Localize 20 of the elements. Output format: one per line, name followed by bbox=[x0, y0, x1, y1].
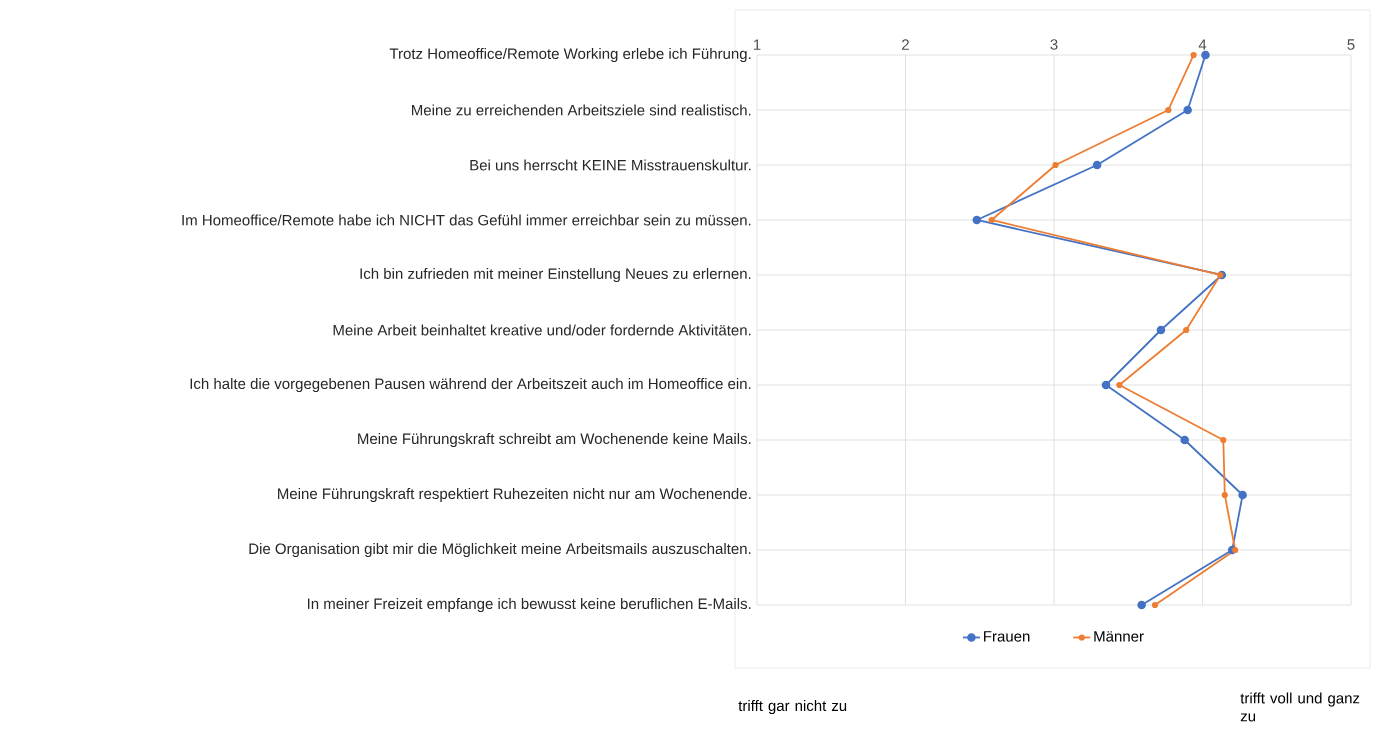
text: trifft gar nicht zu bbox=[738, 700, 847, 714]
x-tick-label: 5 bbox=[1347, 39, 1355, 50]
x-tick-label: 1 bbox=[753, 39, 761, 50]
legend-label: Männer bbox=[1094, 631, 1144, 642]
y-tick-label: Meine Führungskraft respektiert Ruhezeiten nicht nur am Wochenende. bbox=[278, 488, 751, 502]
y-tick-label: Meine Führungskraft schreibt am Wochenende keine Mails. bbox=[358, 433, 751, 447]
x-tick-label: 3 bbox=[1050, 39, 1058, 50]
legend-label: Frauen bbox=[984, 631, 1030, 642]
y-tick-label: Ich halte die vorgegebenen Pausen während der Arbeitszeit auch im Homeoffice ein. bbox=[190, 378, 751, 392]
y-tick-label: Meine zu erreichenden Arbeitsziele sind realistisch. bbox=[412, 104, 751, 116]
y-tick-label: Im Homeoffice/Remote habe ich NICHT das Gefühl immer erreichbar sein zu müssen. bbox=[182, 214, 751, 226]
y-tick-label: Ich bin zufrieden mit meiner Einstellung Neues zu erlernen. bbox=[360, 268, 751, 282]
x-tick-label: 2 bbox=[902, 39, 909, 50]
x-tick-label: 4 bbox=[1198, 39, 1207, 50]
y-tick-label: Die Organisation gibt mir die Möglichkeit meine Arbeitsmails auszuschalten. bbox=[249, 543, 751, 557]
y-tick-label: Trotz Homeoffice/Remote Working erlebe ich Führung. bbox=[389, 47, 751, 62]
text: trifft voll und ganz zu bbox=[1240, 692, 1360, 722]
y-tick-label: Bei uns herrscht KEINE Misstrauenskultur. bbox=[470, 159, 751, 171]
y-tick-label: In meiner Freizeit empfange ich bewusst keine beruflichen E-Mails. bbox=[307, 598, 751, 612]
y-tick-label: Meine Arbeit beinhaltet kreative und/oder fordernde Aktivitäten. bbox=[333, 324, 751, 336]
